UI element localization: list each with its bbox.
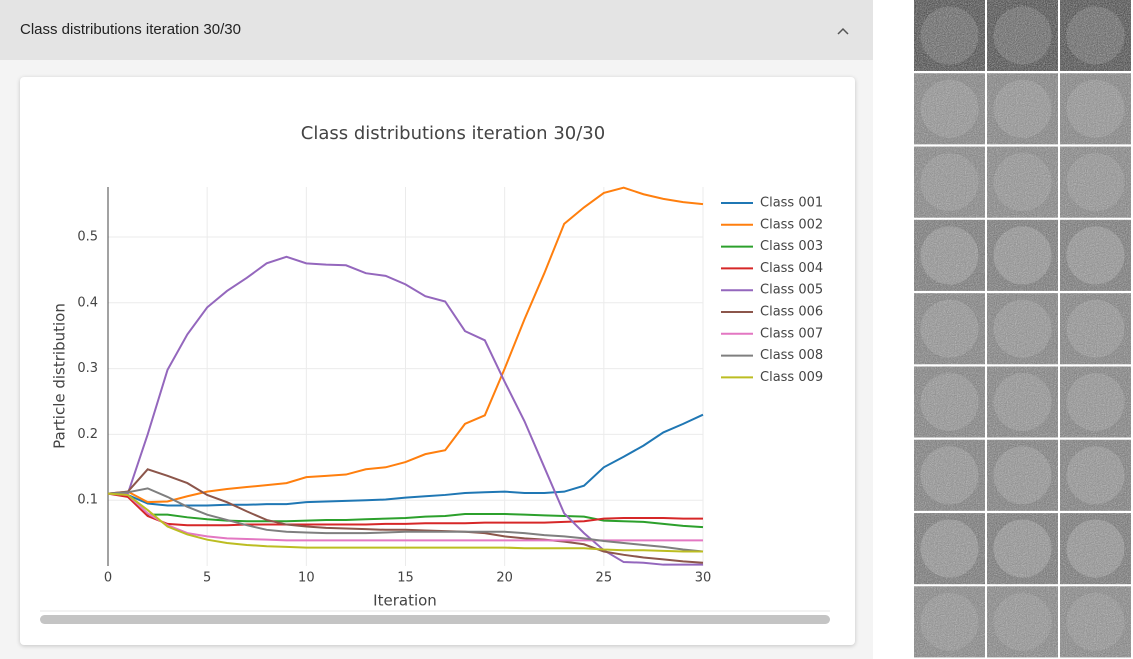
legend-label: Class 004	[760, 261, 823, 276]
chevron-up[interactable]	[836, 26, 850, 36]
x-tick-label: 20	[496, 571, 513, 586]
thumbnail-noise	[1060, 146, 1131, 218]
y-tick-label: 0.1	[77, 493, 98, 508]
y-tick-label: 0.4	[77, 295, 98, 310]
accordion-header[interactable]: Class distributions iteration 30/30	[0, 0, 873, 60]
thumbnail-noise	[914, 586, 985, 658]
thumbnail	[914, 513, 985, 585]
thumbnail	[987, 513, 1058, 585]
series-line	[107, 468, 704, 564]
thumbnail	[987, 219, 1058, 291]
legend-label: Class 001	[760, 196, 823, 211]
thumbnail-noise	[914, 0, 985, 71]
thumbnail-noise	[914, 146, 985, 218]
legend-label: Class 002	[760, 217, 823, 232]
x-tick-label: 30	[695, 571, 712, 586]
x-tick-label: 5	[203, 571, 211, 586]
header-title: Class distributions iteration 30/30	[20, 21, 241, 38]
y-axis-title: Particle distribution	[51, 303, 69, 449]
thumbnail-noise	[914, 293, 985, 365]
thumbnail	[1060, 73, 1131, 145]
legend-label: Class 006	[760, 305, 823, 320]
thumbnail-noise	[1060, 439, 1131, 511]
thumbnail	[1060, 146, 1131, 218]
thumbnail	[1060, 586, 1131, 658]
thumbnail	[1060, 219, 1131, 291]
thumbnail	[914, 439, 985, 511]
y-tick-label: 0.2	[77, 427, 98, 442]
x-axis-title: Iteration	[373, 592, 437, 610]
x-tick-label: 0	[104, 571, 112, 586]
thumbnail	[987, 439, 1058, 511]
thumbnail-noise	[987, 439, 1058, 511]
series-line	[107, 487, 704, 553]
thumbnail-noise	[987, 73, 1058, 145]
series-line	[107, 492, 703, 553]
thumbnail-noise	[1060, 73, 1131, 145]
thumbnail-noise	[987, 0, 1058, 71]
legend-label: Class 008	[760, 348, 823, 363]
thumbnail	[914, 219, 985, 291]
thumbnail	[914, 586, 985, 658]
thumbnail-noise	[914, 366, 985, 438]
panel: Class distributions iteration 30/30 Clas…	[0, 0, 873, 659]
thumbnail	[987, 146, 1058, 218]
thumbnail	[987, 586, 1058, 658]
thumbnail	[987, 0, 1058, 71]
thumbnail	[914, 0, 985, 71]
thumbnail-noise	[914, 73, 985, 145]
thumbnail	[914, 146, 985, 218]
thumbnail-noise	[1060, 513, 1131, 585]
thumbnail	[914, 73, 985, 145]
x-tick-label: 25	[596, 571, 613, 586]
thumbnail-noise	[914, 439, 985, 511]
thumbnail	[1060, 293, 1131, 365]
legend-label: Class 009	[760, 370, 823, 385]
thumbnail-noise	[914, 219, 985, 291]
chart-card: Class distributions iteration 30/30 Iter…	[20, 77, 855, 645]
thumbnail-noise	[987, 513, 1058, 585]
thumbnail	[987, 73, 1058, 145]
series-line	[107, 492, 704, 529]
thumbnail-noise	[987, 366, 1058, 438]
thumbnail	[1060, 0, 1131, 71]
scrollbar[interactable]	[40, 615, 830, 624]
thumbnail-noise	[987, 586, 1058, 658]
thumbnail-noise	[914, 513, 985, 585]
thumbnail	[1060, 366, 1131, 438]
chart: Class distributions iteration 30/30 Iter…	[40, 123, 830, 624]
x-tick-label: 10	[298, 571, 315, 586]
y-tick-label: 0.5	[77, 230, 98, 245]
thumbnail-noise	[987, 293, 1058, 365]
x-tick-label: 15	[397, 571, 414, 586]
thumbnail-noise	[1060, 366, 1131, 438]
thumbnail	[987, 366, 1058, 438]
class-thumbnails	[914, 0, 1131, 658]
series-line	[107, 186, 704, 504]
thumbnail-noise	[1060, 293, 1131, 365]
series-line	[107, 413, 704, 507]
thumbnail-noise	[1060, 219, 1131, 291]
thumbnail-noise	[987, 219, 1058, 291]
thumbnail	[1060, 513, 1131, 585]
thumbnail	[914, 293, 985, 365]
thumbnail	[987, 293, 1058, 365]
legend-label: Class 003	[760, 239, 823, 254]
thumbnail-noise	[987, 146, 1058, 218]
legend-label: Class 005	[760, 283, 823, 298]
thumbnail	[1060, 439, 1131, 511]
legend-label: Class 007	[760, 326, 823, 341]
chart-title: Class distributions iteration 30/30	[301, 123, 605, 144]
thumbnail	[914, 366, 985, 438]
thumbnail-noise	[1060, 586, 1131, 658]
thumbnail-noise	[1060, 0, 1131, 71]
y-tick-label: 0.3	[77, 361, 98, 376]
series-line	[107, 492, 703, 527]
